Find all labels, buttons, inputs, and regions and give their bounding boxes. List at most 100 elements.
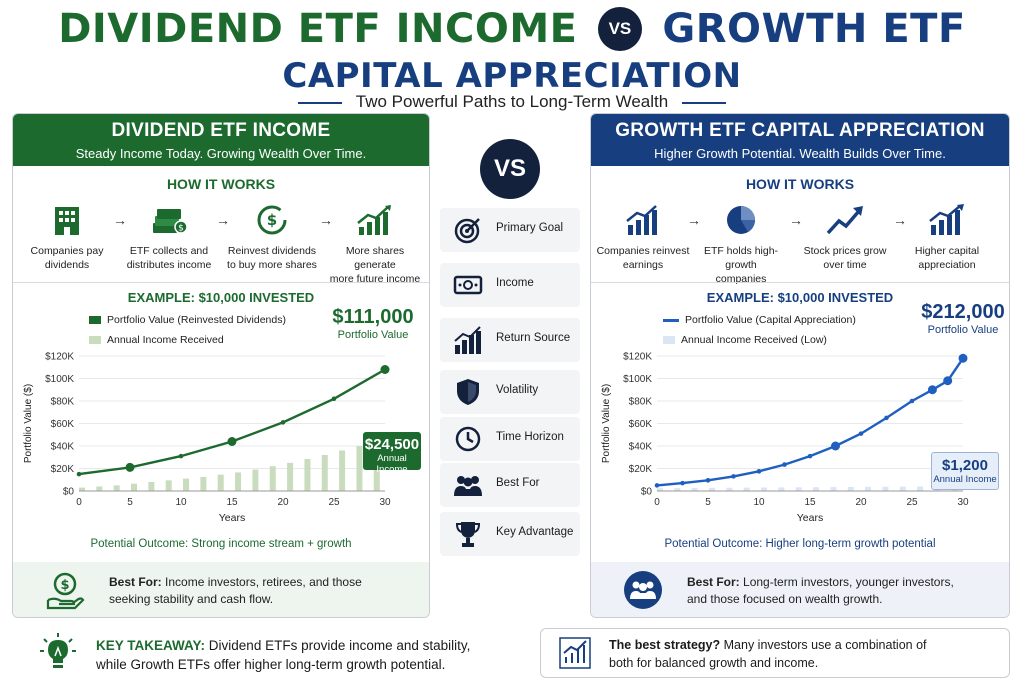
income-bar xyxy=(778,487,785,491)
portfolio-value-label: Portfolio Value xyxy=(337,329,409,341)
best-for-line: seeking stability and cash flow. xyxy=(109,592,274,606)
compare-volatility: Volatility xyxy=(440,370,580,414)
legend-bar-growth: Annual Income Received (Low) xyxy=(663,334,827,346)
y-tick-label: $80K xyxy=(629,397,653,408)
portfolio-value-label: Portfolio Value xyxy=(927,324,999,336)
compare-key-advantage: Key Advantage xyxy=(440,512,580,556)
data-point xyxy=(705,478,711,483)
income-bar xyxy=(795,487,802,491)
arrow-right-icon: → xyxy=(789,212,803,228)
compare-primary-goal: Primary Goal xyxy=(440,208,580,252)
income-bar xyxy=(726,487,733,491)
dividend-panel-subtitle: Steady Income Today. Growing Wealth Over… xyxy=(75,146,367,161)
dividend-panel-header: DIVIDEND ETF INCOME Steady Income Today.… xyxy=(13,114,429,166)
step-label: Higher capital xyxy=(914,245,980,257)
income-bar xyxy=(657,488,663,491)
growth-step-1: Companies reinvest earnings xyxy=(593,200,693,272)
data-point xyxy=(380,365,390,374)
takeaway-label: KEY TAKEAWAY: xyxy=(96,638,206,653)
legend-line-growth: Portfolio Value (Capital Appreciation) xyxy=(663,314,856,326)
step-label: ETF collects and xyxy=(129,245,209,257)
x-tick-label: 30 xyxy=(379,497,391,508)
strategy-line: both for balanced growth and income. xyxy=(609,656,819,670)
people-icon xyxy=(452,469,484,501)
data-point xyxy=(958,353,968,363)
growth-portfolio-value: $212,000 Portfolio Value xyxy=(913,301,1009,336)
growth-outcome: Potential Outcome: Higher long-term grow… xyxy=(664,538,936,550)
data-point xyxy=(227,437,237,446)
hand-dollar-icon: $ xyxy=(45,570,85,610)
y-tick-label: $40K xyxy=(629,442,653,453)
shield-icon xyxy=(452,376,484,408)
strategy-label: The best strategy? xyxy=(609,638,721,652)
arrow-right-icon: → xyxy=(319,212,333,228)
y-tick-label: $60K xyxy=(51,419,75,430)
bar-growth-icon xyxy=(593,200,693,240)
bar-growth-icon xyxy=(897,200,997,240)
dividend-chart: $0 $20K $40K $60K $80K $100K $120K 0 5 10 15 20 25 30… xyxy=(23,352,391,525)
legend-label: Portfolio Value (Capital Appreciation) xyxy=(685,314,856,326)
title-growth: GROWTH ETF xyxy=(662,6,966,52)
best-for-line: and those focused on wealth growth. xyxy=(687,592,883,606)
clock-icon xyxy=(452,423,484,455)
target-icon xyxy=(452,214,484,246)
dividend-how-title: HOW IT WORKS xyxy=(166,176,276,192)
portfolio-value-number: $212,000 xyxy=(921,301,1005,323)
dollar-cycle-icon: $ xyxy=(222,200,322,240)
dividend-income-badge: $24,500 Annual Income xyxy=(363,432,421,475)
x-tick-label: 20 xyxy=(855,497,867,508)
legend-label: Annual Income Received (Low) xyxy=(681,334,827,346)
best-for-label: Best For: xyxy=(687,575,740,589)
income-badge-value: $1,200 xyxy=(942,457,988,474)
y-axis-label: Portfolio Value ($) xyxy=(23,384,34,463)
data-point xyxy=(909,398,915,404)
data-point xyxy=(178,453,184,459)
income-bar xyxy=(339,450,346,491)
vs-badge-small: VS xyxy=(597,7,642,51)
data-point xyxy=(943,376,953,386)
best-for-text: Best For: Income investors, retirees, an… xyxy=(109,574,409,608)
data-point xyxy=(125,462,135,472)
x-tick-label: 30 xyxy=(957,497,969,508)
data-point xyxy=(807,453,813,459)
income-bar xyxy=(235,472,242,491)
subtitle-line-right xyxy=(682,101,727,104)
growth-panel-subtitle: Higher Growth Potential. Wealth Builds O… xyxy=(654,146,946,161)
y-tick-label: $100K xyxy=(623,374,652,385)
x-axis-label: Years xyxy=(219,512,245,524)
growth-how-title: HOW IT WORKS xyxy=(745,176,855,192)
data-point xyxy=(654,483,660,488)
dividend-panel: DIVIDEND ETF INCOME Steady Income Today.… xyxy=(12,113,430,618)
dividend-example-title: EXAMPLE: $10,000 INVESTED xyxy=(127,290,315,305)
takeaway-line: Dividend ETFs provide income and stabili… xyxy=(208,638,471,653)
step-label: over time xyxy=(823,259,867,271)
portfolio-line xyxy=(656,357,964,487)
best-for-text: Best For: Long-term investors, younger i… xyxy=(687,574,987,608)
cash-icon xyxy=(452,269,484,301)
strategy-line: Many investors use a combination of xyxy=(723,638,927,652)
data-point xyxy=(680,480,685,486)
income-bar xyxy=(709,487,716,491)
money-stack-icon: $ xyxy=(119,200,219,240)
step-label: to buy more shares xyxy=(227,259,317,271)
income-bar xyxy=(356,446,363,491)
data-point xyxy=(927,385,937,395)
data-point xyxy=(782,462,787,467)
y-tick-label: $120K xyxy=(623,352,652,363)
income-bar xyxy=(882,486,889,491)
dividend-step-3: $ Reinvest dividends to buy more shares xyxy=(222,200,322,272)
income-bar xyxy=(865,486,872,491)
subtitle-line-left xyxy=(297,101,342,104)
step-label: Companies pay xyxy=(30,245,104,257)
best-for-line: Long-term investors, younger investors, xyxy=(743,575,954,589)
y-tick-label: $20K xyxy=(51,464,75,475)
income-bar xyxy=(321,455,328,491)
step-label: distributes income xyxy=(126,259,212,271)
dividend-step-4: More shares generate more future income xyxy=(325,200,425,286)
data-point xyxy=(731,474,736,479)
income-bar xyxy=(899,486,906,491)
income-bar xyxy=(813,487,820,491)
x-tick-label: 10 xyxy=(175,497,187,508)
x-axis-label: Years xyxy=(797,512,823,524)
x-tick-label: 10 xyxy=(753,497,765,508)
